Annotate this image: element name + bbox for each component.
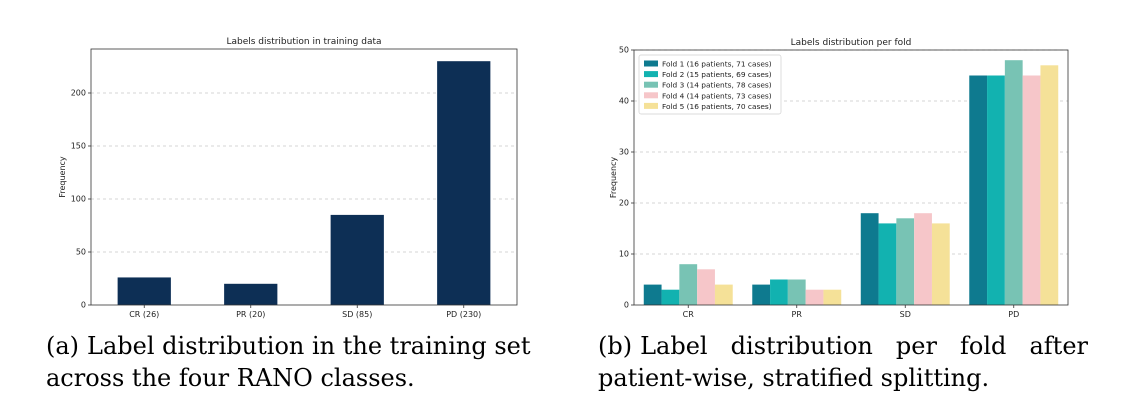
chart-b: 0 10 20 30 40 50 CR PR SD PD Labels distribution p…	[609, 38, 1069, 319]
chart-b-legend-swatch	[644, 60, 658, 67]
chart-a-bar	[224, 283, 278, 305]
chart-b-x-tick-label: PR	[792, 310, 803, 319]
chart-b-bar	[878, 223, 897, 305]
chart-b-x-tick-label: PD	[1008, 310, 1019, 319]
chart-b-bar	[969, 75, 988, 305]
chart-a-bar	[117, 277, 171, 305]
chart-b-bar	[1040, 65, 1059, 305]
chart-b-y-tick-label: 20	[619, 199, 629, 208]
chart-b-x-tick-label: SD	[900, 310, 911, 319]
chart-b-title: Labels distribution per fold	[791, 38, 912, 48]
chart-b-bar	[1004, 60, 1023, 306]
chart-b-legend-label: Fold 2 (15 patients, 69 cases)	[662, 70, 772, 79]
chart-a-y-tick-label: 100	[71, 194, 86, 203]
chart-b-legend-label: Fold 5 (16 patients, 70 cases)	[662, 102, 772, 111]
chart-b-bar	[914, 213, 932, 305]
chart-b-legend-swatch	[644, 81, 658, 88]
chart-b-legend-label: Fold 1 (16 patients, 71 cases)	[662, 60, 772, 69]
chart-a-y-tick-label: 50	[76, 247, 86, 256]
chart-b-y-tick-label: 50	[619, 46, 629, 55]
chart-b-bar	[752, 284, 771, 305]
chart-b-bar	[787, 279, 806, 305]
chart-a-x-tick-label: PD (230)	[446, 310, 481, 319]
chart-a-x-tick-label: CR (26)	[129, 310, 159, 319]
chart-b-bar	[661, 289, 680, 305]
chart-b-bar	[770, 279, 788, 305]
caption-b: (b) Label distribution per fold after pat…	[598, 330, 1088, 394]
chart-b-bar	[823, 289, 842, 305]
chart-b-bar	[860, 213, 879, 305]
chart-b-bar	[1022, 75, 1041, 305]
chart-b-y-tick-label: 10	[619, 250, 629, 259]
chart-b-bar	[679, 264, 698, 305]
chart-b-bar	[805, 289, 824, 305]
caption-a: (a) Label distribution in the training se…	[46, 330, 536, 394]
chart-b-y-tick-label: 40	[619, 97, 629, 106]
chart-b-bar	[643, 284, 662, 305]
chart-b-legend-swatch	[644, 92, 658, 99]
chart-b-y-axis-label: Frequency	[609, 157, 618, 199]
chart-b-bar	[987, 75, 1005, 305]
chart-b-legend-box	[638, 54, 782, 115]
caption-a-tag: (a)	[46, 332, 80, 360]
chart-a-bar	[330, 214, 384, 305]
chart-b-legend-swatch	[644, 102, 658, 109]
caption-a-text: Label distribution in the training set a…	[46, 332, 531, 392]
chart-a: 0 50 100 150 200 CR (26) PR (20) SD (85) PD (230…	[58, 37, 518, 319]
caption-b-tag: (b)	[598, 332, 633, 360]
chart-a-bar	[437, 61, 491, 305]
chart-b-y-tick-label: 30	[619, 148, 629, 157]
chart-a-y-tick-label: 200	[71, 88, 86, 97]
chart-b-y-tick-label: 0	[624, 301, 629, 310]
chart-b-bar	[714, 284, 733, 305]
chart-b-legend-label: Fold 4 (14 patients, 73 cases)	[662, 91, 772, 100]
chart-b-bar	[896, 218, 915, 305]
chart-a-plot-frame	[90, 48, 518, 306]
chart-b-legend-swatch	[644, 71, 658, 78]
figure-b: 0 10 20 30 40 50 CR PR SD PD Labels distribution p…	[566, 0, 1132, 409]
caption-b-text: Label distribution per fold after patien…	[598, 332, 1088, 392]
chart-a-y-axis-label: Frequency	[58, 156, 67, 198]
chart-a-y-tick-label: 150	[71, 141, 86, 150]
figure-a: 0 50 100 150 200 CR (26) PR (20) SD (85) PD (230…	[0, 0, 566, 409]
chart-a-x-tick-label: SD (85)	[342, 310, 372, 319]
chart-b-bar	[931, 223, 950, 305]
chart-b-x-tick-label: CR	[683, 310, 695, 319]
chart-b-legend: Fold 1 (16 patients, 71 cases)Fold 2 (15…	[638, 54, 782, 115]
chart-a-title: Labels distribution in training data	[226, 37, 381, 47]
chart-b-bar	[697, 269, 715, 305]
chart-b-plot-frame	[633, 49, 1069, 306]
chart-a-y-tick-label: 0	[81, 301, 86, 310]
chart-b-legend-label: Fold 3 (14 patients, 78 cases)	[662, 81, 772, 90]
chart-a-x-tick-label: PR (20)	[236, 310, 265, 319]
